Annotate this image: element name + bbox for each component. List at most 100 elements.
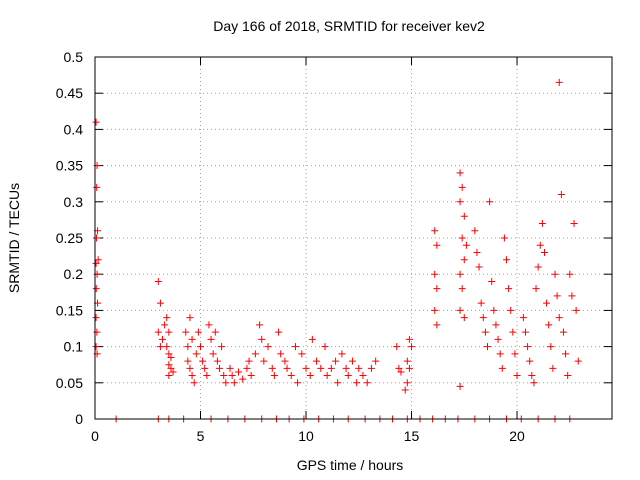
data-point [165,361,173,369]
data-point [275,328,283,336]
data-point [163,343,171,351]
data-point [332,357,340,365]
data-point [186,364,194,372]
data-point [479,314,487,322]
data-point [521,328,529,336]
data-point [547,343,555,351]
data-point [230,379,238,387]
data-point [458,285,466,293]
data-point [543,299,551,307]
plot-frame [94,56,613,420]
data-point [492,321,500,329]
data-point [557,191,565,199]
y-tick-label: 0.4 [64,121,84,137]
data-point [264,343,272,351]
data-point [184,343,192,351]
y-tick-label: 0.45 [56,85,83,101]
data-point [342,364,350,372]
data-point [165,350,173,358]
data-point [222,379,230,387]
data-point [167,353,175,361]
data-point [555,78,563,86]
y-tick-label: 0.25 [56,230,83,246]
data-point [372,357,380,365]
data-point [234,368,242,376]
data-point [460,314,468,322]
data-point [462,241,470,249]
data-point [473,248,481,256]
x-tick-label: 0 [91,428,99,444]
data-point [353,379,361,387]
data-point [258,335,266,343]
x-tick-label: 15 [404,428,420,444]
data-point [500,234,508,242]
data-point [313,357,321,365]
data-point [247,372,255,380]
data-point [513,372,521,380]
data-point [268,364,276,372]
data-point [199,357,207,365]
data-point [460,256,468,264]
data-point [213,357,221,365]
data-point [562,350,570,358]
data-point [397,368,405,376]
data-point [507,306,515,314]
data-point [194,328,202,336]
data-point [359,372,367,380]
data-point [245,357,253,365]
data-point [405,364,413,372]
data-point [203,372,211,380]
data-point [184,357,192,365]
data-point [538,220,546,228]
data-point [498,364,506,372]
data-point [348,357,356,365]
data-point [431,306,439,314]
data-point [395,364,403,372]
y-tick-label: 0.05 [56,375,83,391]
data-point [568,292,576,300]
data-point [283,364,291,372]
data-point [551,270,559,278]
data-point [475,263,483,271]
data-point [433,285,441,293]
x-axis-label: GPS time / hours [297,457,404,473]
data-point [93,183,101,191]
data-point [572,306,580,314]
data-point [308,335,316,343]
data-point [92,118,100,126]
data-point [334,379,342,387]
data-point [186,314,194,322]
data-point [94,256,102,264]
data-point [431,270,439,278]
data-point [205,321,213,329]
data-point [92,343,100,351]
data-point [182,328,190,336]
data-point [460,212,468,220]
data-point [209,350,217,358]
data-point [226,364,234,372]
data-point [323,372,331,380]
data-point [488,277,496,285]
data-point [458,183,466,191]
data-point [403,357,411,365]
data-point [483,343,491,351]
data-point [505,285,513,293]
data-point [298,350,306,358]
data-point [154,328,162,336]
data-point [165,372,173,380]
data-point [494,335,502,343]
data-point [92,259,100,267]
data-point [251,350,259,358]
data-point [458,234,466,242]
data-point [555,314,563,322]
data-point [405,335,413,343]
data-point [218,343,226,351]
data-point [496,350,504,358]
data-point [260,357,268,365]
data-point [408,343,416,351]
y-tick-label: 0.15 [56,302,83,318]
data-point [294,379,302,387]
data-point [92,234,100,242]
data-point [433,241,441,249]
y-tick-label: 0.1 [64,339,84,355]
